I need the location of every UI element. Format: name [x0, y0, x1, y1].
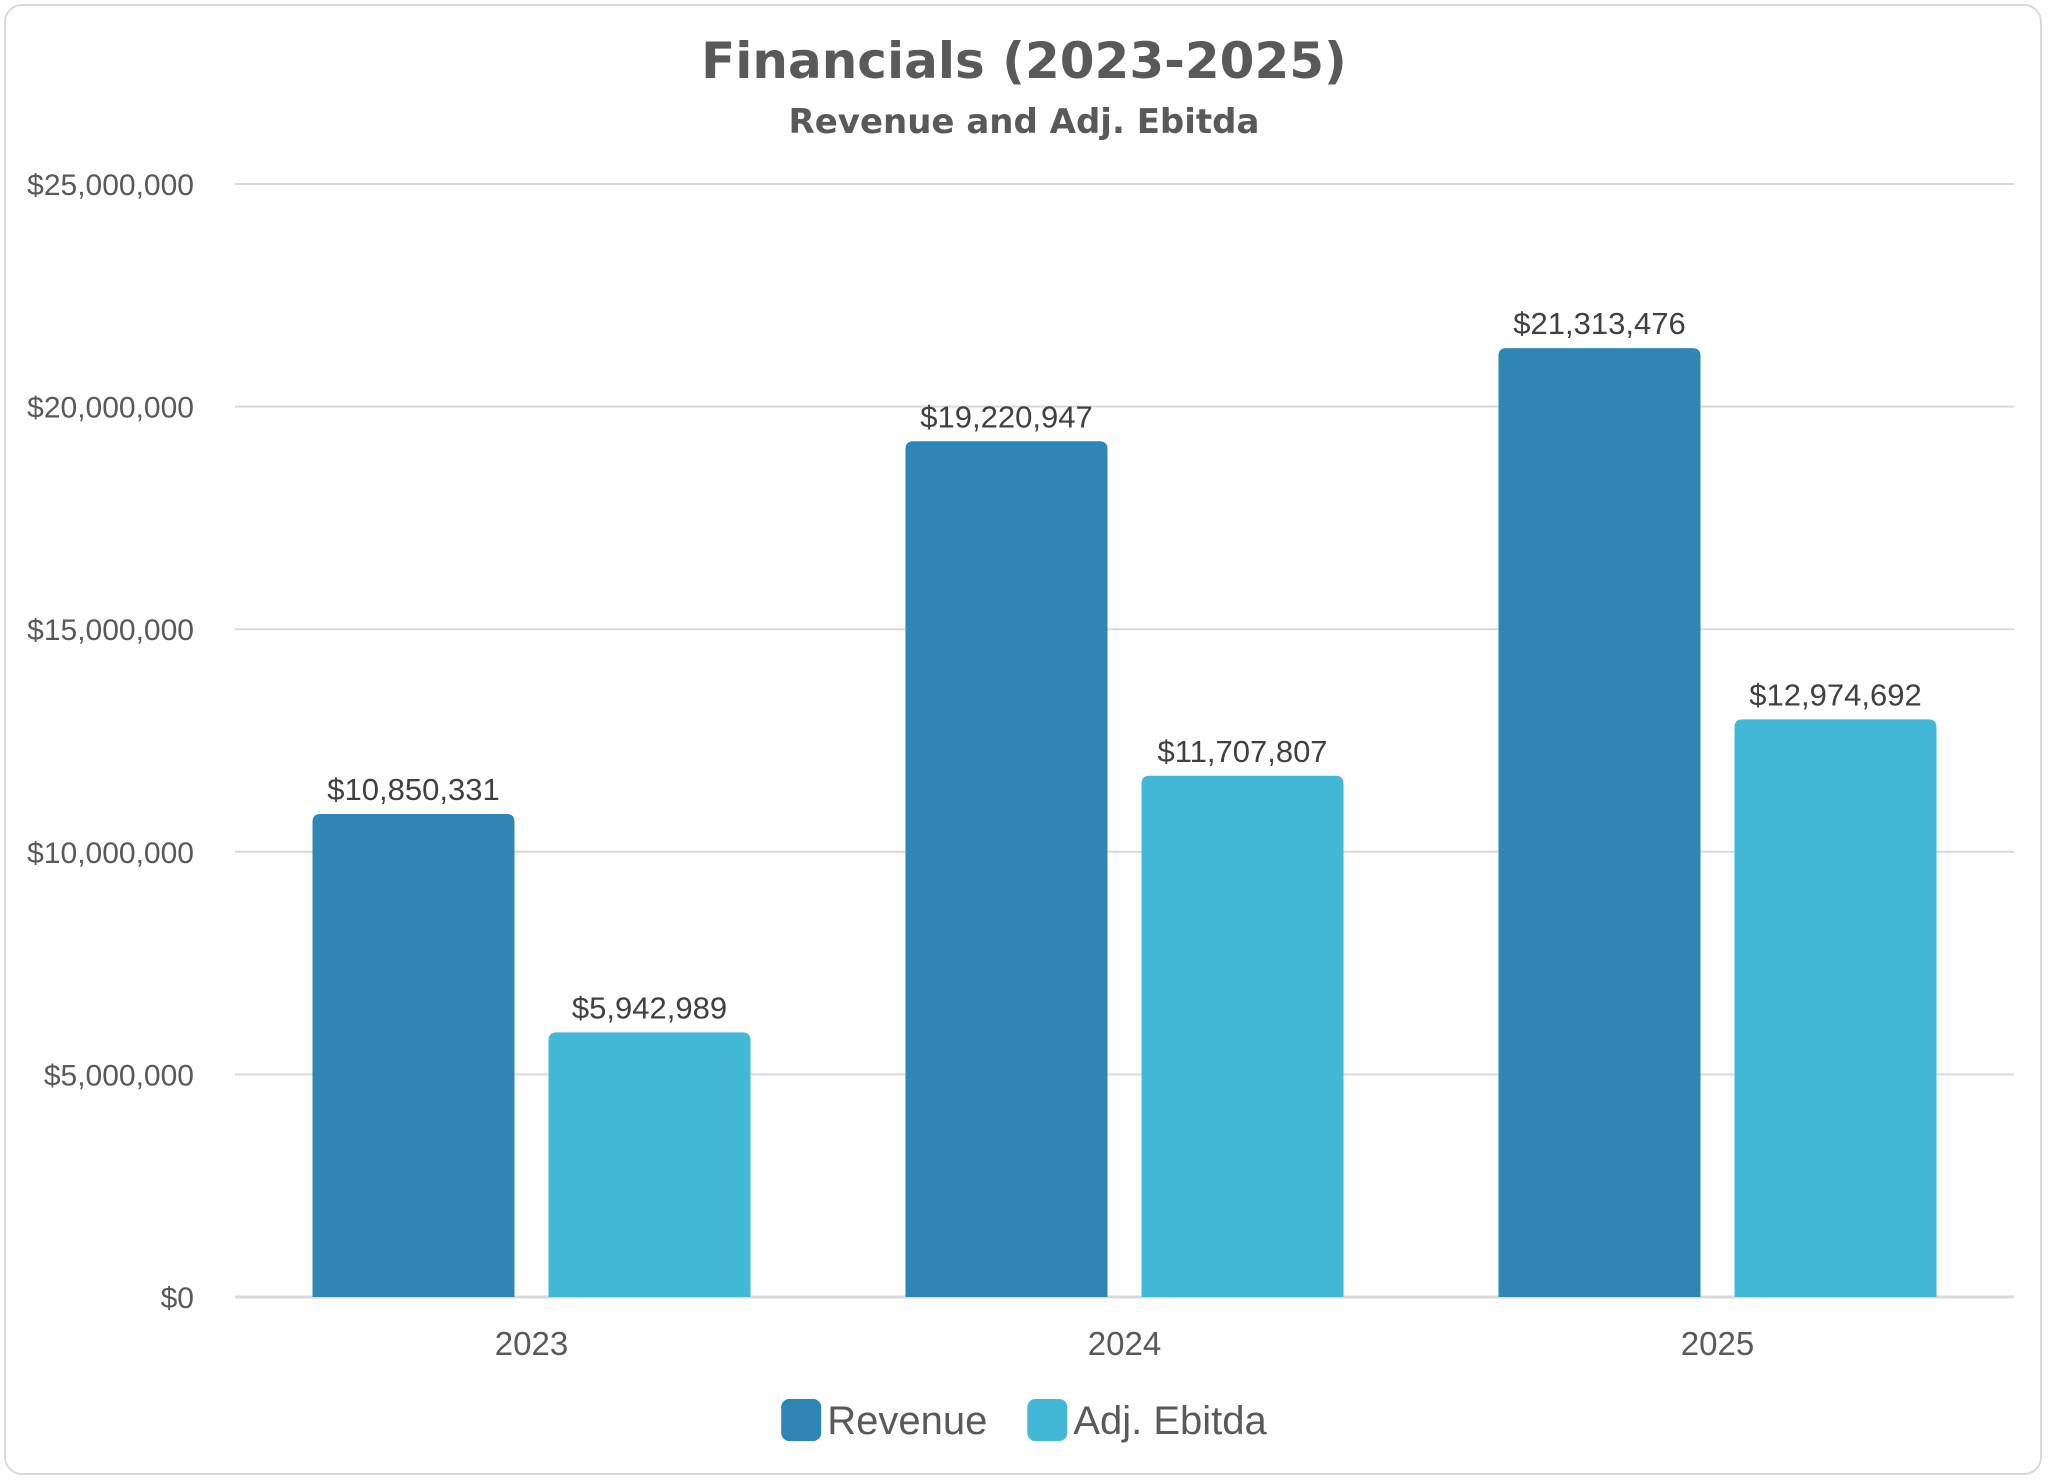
- data-label: $10,850,331: [327, 772, 499, 807]
- chart-subtitle: Revenue and Adj. Ebitda: [789, 102, 1260, 142]
- data-label: $21,313,476: [1513, 306, 1685, 341]
- y-tick-label: $5,000,000: [44, 1059, 194, 1092]
- y-tick-label: $0: [161, 1282, 194, 1315]
- gridlines: [235, 183, 2014, 1299]
- y-axis-tick-labels: $0 $5,000,000 $10,000,000 $15,000,000 $20,00…: [27, 169, 194, 1315]
- bar-revenue-2025: [1498, 348, 1701, 1298]
- data-labels: $10,850,331 $5,942,989 $19,220,947 $11,707,…: [327, 306, 1921, 1025]
- x-axis-tick-labels: 2023 2024 2025: [495, 1325, 1754, 1362]
- x-tick-label: 2023: [495, 1325, 568, 1362]
- chart-title: Financials (2023-2025): [701, 32, 1347, 90]
- legend-label: Revenue: [827, 1399, 987, 1443]
- bar-revenue-2024: [905, 441, 1108, 1297]
- y-tick-label: $25,000,000: [27, 169, 194, 202]
- data-label: $5,942,989: [572, 990, 727, 1025]
- legend-swatch: [1027, 1399, 1068, 1441]
- y-tick-label: $20,000,000: [27, 392, 194, 425]
- legend-label: Adj. Ebitda: [1073, 1399, 1267, 1443]
- data-label: $11,707,807: [1157, 734, 1327, 769]
- x-tick-label: 2025: [1681, 1325, 1754, 1362]
- legend-swatch: [781, 1399, 822, 1441]
- data-label: $12,974,692: [1749, 677, 1921, 712]
- y-tick-label: $15,000,000: [27, 614, 194, 647]
- bars: [312, 348, 1937, 1298]
- y-tick-label: $10,000,000: [27, 837, 194, 870]
- bar-revenue-2023: [312, 813, 515, 1297]
- bar-adj-ebitda-2024: [1141, 775, 1344, 1297]
- bar-adj-ebitda-2025: [1734, 719, 1937, 1297]
- x-tick-label: 2024: [1088, 1325, 1161, 1362]
- legend: Revenue Adj. Ebitda: [781, 1399, 1268, 1443]
- data-label: $19,220,947: [920, 399, 1092, 434]
- bar-adj-ebitda-2023: [548, 1032, 751, 1297]
